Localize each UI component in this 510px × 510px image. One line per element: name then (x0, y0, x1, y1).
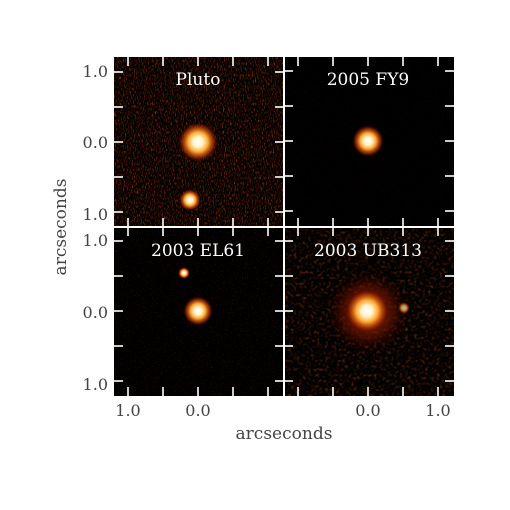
y-tick-label: 0.0 (83, 133, 108, 152)
charon-star (179, 189, 201, 211)
el61-star (183, 296, 213, 326)
x-tick-label: 1.0 (425, 401, 450, 420)
ub313-star (345, 289, 389, 333)
panel-title-el61: 2003 EL61 (151, 241, 245, 261)
panel-title-pluto: Pluto (176, 70, 221, 90)
y-tick-label: 1.0 (83, 375, 108, 394)
x-tick-label: 0.0 (355, 401, 380, 420)
tick-marks (114, 57, 454, 396)
y-axis-label: arcseconds (51, 179, 71, 276)
x-tick-label: 1.0 (115, 401, 140, 420)
panel-title-fy9: 2005 FY9 (327, 70, 410, 90)
y-tick-label: 1.0 (83, 205, 108, 224)
y-tick-label: 1.0 (83, 62, 108, 81)
x-tick-label: 0.0 (185, 401, 210, 420)
el61-moon (178, 267, 190, 279)
y-tick-label: 1.0 (83, 231, 108, 250)
panel-title-ub313: 2003 UB313 (314, 241, 422, 261)
pluto-star (178, 122, 218, 162)
y-tick-label: 0.0 (83, 303, 108, 322)
ub313-moon (398, 302, 410, 314)
x-axis-label: arcseconds (236, 424, 333, 444)
fy9-star (352, 125, 384, 157)
